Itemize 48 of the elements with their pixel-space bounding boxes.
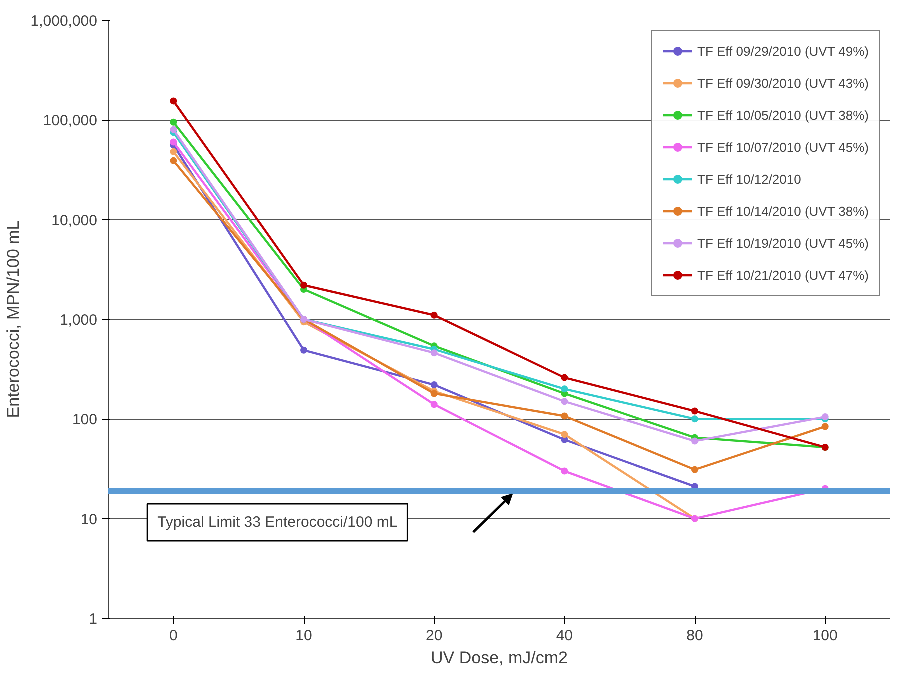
point bbox=[430, 390, 438, 398]
point bbox=[561, 398, 568, 406]
point bbox=[430, 350, 438, 357]
legend-label: TF Eff 10/05/2010 (UVT 38%) bbox=[698, 108, 869, 122]
point bbox=[822, 423, 829, 430]
x-axis-title: UV Dose, mJ/cm2 bbox=[431, 648, 568, 668]
point bbox=[300, 282, 308, 289]
point bbox=[561, 386, 568, 393]
point bbox=[170, 148, 178, 156]
point bbox=[430, 401, 438, 408]
y-axis-title: Enterococci, MPN/100 mL bbox=[4, 220, 23, 418]
point bbox=[300, 346, 308, 354]
point bbox=[561, 412, 568, 420]
y-tick-label: 100,000 bbox=[43, 112, 98, 130]
point bbox=[561, 431, 568, 438]
y-tick-label: 1 bbox=[89, 611, 98, 628]
y-tick-label: 10 bbox=[80, 511, 98, 528]
legend-label: TF Eff 10/12/2010 bbox=[698, 172, 802, 186]
point bbox=[170, 126, 178, 134]
legend-label: TF Eff 09/29/2010 (UVT 49%) bbox=[698, 44, 869, 58]
y-tick-label: 10,000 bbox=[52, 212, 98, 230]
point bbox=[561, 468, 568, 475]
legend-label: TF Eff 09/30/2010 (UVT 43%) bbox=[698, 76, 869, 90]
point bbox=[692, 408, 698, 415]
point bbox=[170, 157, 178, 164]
y-tick-label: 1,000 bbox=[60, 312, 98, 329]
x-tick-label: 0 bbox=[169, 628, 178, 644]
point bbox=[170, 138, 178, 146]
x-tick-label: 100 bbox=[812, 628, 838, 644]
point bbox=[170, 98, 178, 105]
legend-label: TF Eff 10/07/2010 (UVT 45%) bbox=[698, 140, 869, 154]
point bbox=[692, 438, 698, 445]
x-tick-label: 80 bbox=[686, 628, 704, 644]
legend-label: TF Eff 10/19/2010 (UVT 45%) bbox=[698, 236, 869, 250]
point bbox=[561, 374, 568, 382]
y-tick-label: 100 bbox=[72, 412, 98, 429]
x-tick-label: 40 bbox=[556, 628, 574, 644]
x-tick-label: 10 bbox=[296, 628, 312, 644]
point bbox=[692, 466, 698, 474]
point bbox=[692, 416, 698, 423]
y-tick-label: 1,000,000 bbox=[30, 13, 98, 30]
ref-line-label: Typical Limit 33 Enterococci/100 mL bbox=[158, 514, 398, 532]
x-tick-label: 20 bbox=[426, 628, 443, 644]
legend-label: TF Eff 10/21/2010 (UVT 47%) bbox=[698, 268, 869, 282]
point bbox=[430, 312, 438, 319]
point bbox=[170, 118, 178, 126]
point bbox=[430, 382, 438, 389]
legend-label: TF Eff 10/14/2010 (UVT 38%) bbox=[698, 204, 869, 218]
